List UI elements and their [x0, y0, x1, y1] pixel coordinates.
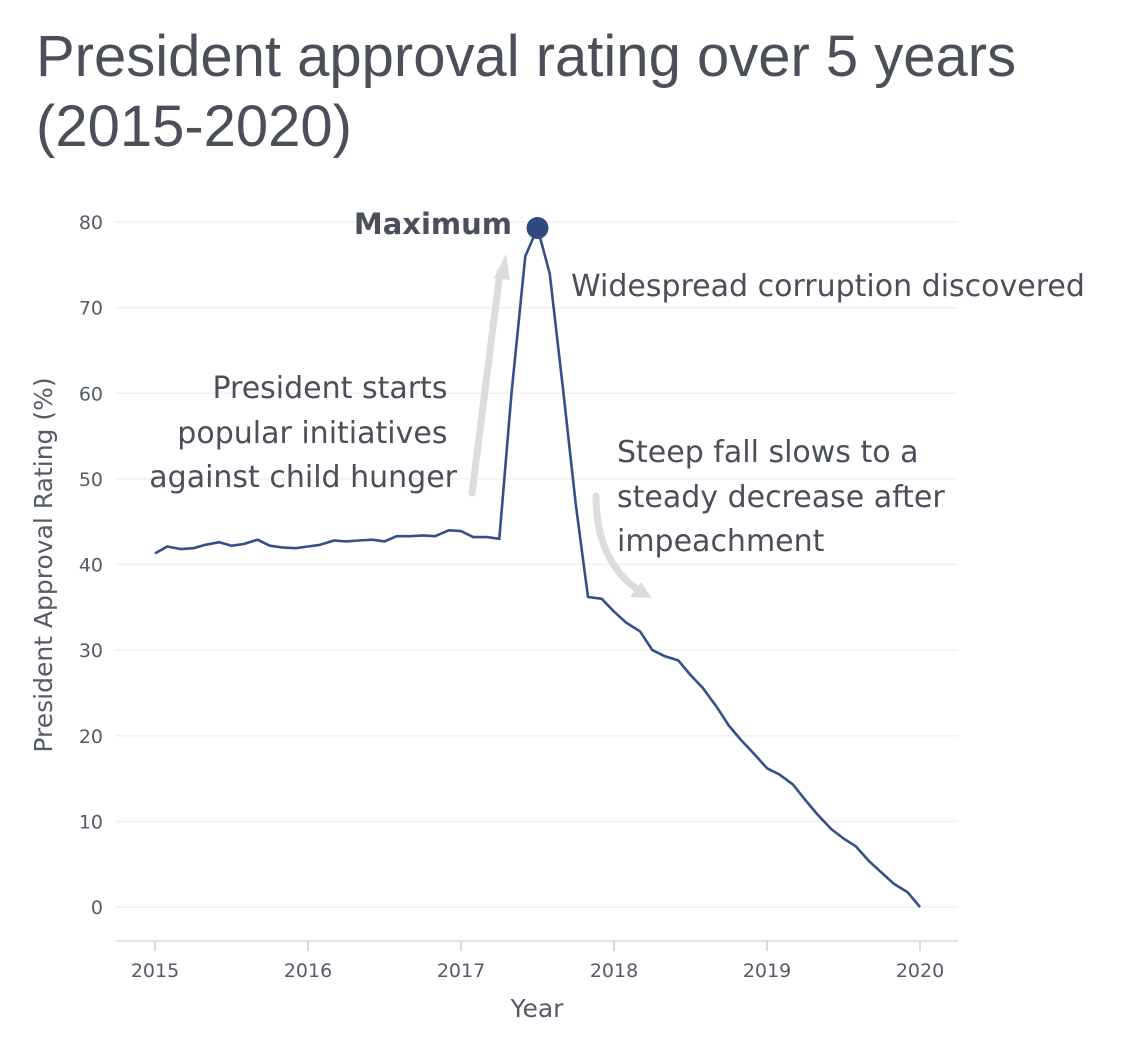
- x-tick-label: 2015: [131, 960, 179, 982]
- x-tick-label: 2017: [437, 960, 485, 982]
- y-tick-label: 0: [91, 897, 103, 919]
- annotation-maximum: Maximum: [354, 207, 512, 241]
- y-tick-label: 20: [79, 726, 103, 748]
- chart-title: President approval rating over 5 years (…: [36, 24, 1017, 159]
- y-tick-label: 30: [79, 640, 103, 662]
- maximum-marker: [526, 216, 549, 239]
- y-axis-label: President Approval Rating (%): [29, 377, 58, 752]
- arrow-curve-impeachment: [592, 492, 652, 598]
- x-tick-label: 2018: [590, 960, 638, 982]
- annotation-impeachment-line-3: impeachment: [617, 524, 825, 559]
- annotation-impeachment-line-2: steady decrease after: [617, 480, 945, 515]
- y-tick-label: 80: [79, 212, 103, 234]
- x-tick-label: 2020: [896, 960, 944, 982]
- annotation-initiatives-line-2: popular initiatives: [177, 416, 447, 451]
- y-tick-label: 50: [79, 469, 103, 491]
- annotation-impeachment: Steep fall slows to a steady decrease af…: [617, 435, 954, 559]
- x-axis-label: Year: [510, 994, 565, 1023]
- series-line: [154, 226, 921, 908]
- y-tick-label: 40: [79, 555, 103, 577]
- annotation-initiatives: President starts popular initiatives aga…: [149, 371, 457, 495]
- grid-lines: [116, 221, 958, 908]
- y-tick-label: 60: [79, 383, 103, 405]
- x-axis-ticks: 2015 2016 2017 2018 2019 2020: [131, 941, 944, 982]
- y-tick-label: 10: [79, 811, 103, 833]
- y-tick-label: 70: [79, 298, 103, 320]
- arrow-up-initiatives: [468, 254, 510, 497]
- x-tick-label: 2016: [284, 960, 332, 982]
- y-axis-ticks: 0 10 20 30 40 50 60 70 80: [79, 212, 103, 919]
- annotation-impeachment-line-1: Steep fall slows to a: [617, 435, 919, 470]
- annotation-initiatives-line-1: President starts: [212, 371, 447, 406]
- annotation-initiatives-line-3: against child hunger: [149, 460, 457, 495]
- x-tick-label: 2019: [743, 960, 791, 982]
- annotation-corruption: Widespread corruption discovered: [571, 269, 1085, 304]
